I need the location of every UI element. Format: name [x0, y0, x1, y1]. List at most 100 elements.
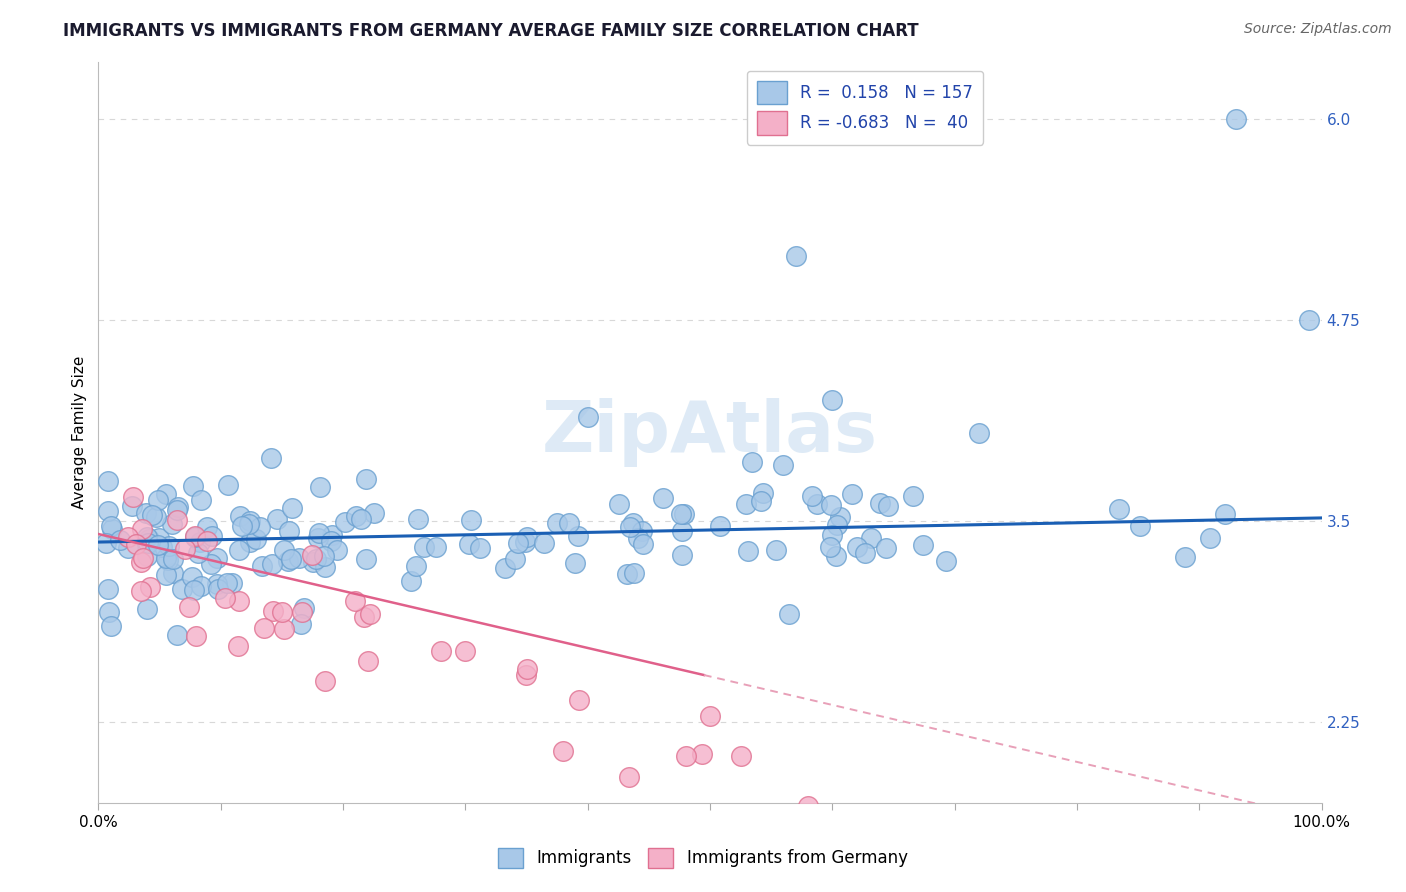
- Point: [166, 513, 188, 527]
- Point: [741, 455, 763, 469]
- Point: [231, 518, 253, 533]
- Point: [215, 576, 238, 591]
- Point: [576, 409, 599, 424]
- Legend: R =  0.158   N = 157, R = -0.683   N =  40: R = 0.158 N = 157, R = -0.683 N = 40: [747, 70, 983, 145]
- Point: [162, 517, 184, 532]
- Point: [245, 533, 267, 547]
- Text: Source: ZipAtlas.com: Source: ZipAtlas.com: [1244, 22, 1392, 37]
- Point: [354, 472, 377, 486]
- Point: [673, 508, 696, 522]
- Point: [228, 542, 250, 557]
- Point: [125, 537, 148, 551]
- Point: [291, 605, 314, 619]
- Point: [166, 503, 188, 517]
- Point: [228, 508, 250, 523]
- Point: [321, 528, 343, 542]
- Point: [187, 546, 209, 560]
- Point: [806, 497, 828, 511]
- Point: [430, 644, 453, 658]
- Point: [278, 524, 301, 539]
- Point: [155, 551, 177, 566]
- Point: [503, 552, 526, 566]
- Point: [903, 489, 925, 503]
- Point: [619, 520, 641, 534]
- Point: [458, 537, 481, 551]
- Point: [162, 552, 184, 566]
- Legend: Immigrants, Immigrants from Germany: Immigrants, Immigrants from Germany: [492, 841, 914, 875]
- Point: [145, 509, 167, 524]
- Point: [252, 558, 274, 573]
- Point: [228, 594, 250, 608]
- Point: [413, 540, 436, 554]
- Point: [307, 531, 329, 545]
- Point: [621, 516, 644, 530]
- Point: [363, 506, 385, 520]
- Point: [470, 541, 492, 555]
- Point: [195, 519, 218, 533]
- Point: [135, 530, 157, 544]
- Point: [627, 532, 650, 546]
- Point: [399, 574, 422, 588]
- Point: [97, 605, 120, 619]
- Point: [135, 549, 157, 563]
- Point: [558, 516, 581, 531]
- Point: [765, 542, 787, 557]
- Point: [869, 496, 891, 510]
- Point: [553, 744, 575, 758]
- Point: [616, 566, 638, 581]
- Point: [238, 517, 260, 532]
- Point: [737, 544, 759, 558]
- Point: [630, 524, 652, 539]
- Point: [778, 607, 800, 621]
- Point: [824, 549, 846, 564]
- Point: [607, 497, 630, 511]
- Point: [162, 566, 184, 581]
- Point: [97, 504, 120, 518]
- Y-axis label: Average Family Size: Average Family Size: [72, 356, 87, 509]
- Point: [156, 553, 179, 567]
- Point: [146, 493, 169, 508]
- Point: [772, 458, 794, 472]
- Point: [623, 566, 645, 580]
- Point: [911, 539, 934, 553]
- Point: [166, 500, 188, 515]
- Point: [181, 478, 204, 492]
- Point: [155, 486, 177, 500]
- Point: [359, 607, 381, 621]
- Point: [631, 537, 654, 551]
- Point: [117, 541, 139, 555]
- Point: [513, 535, 536, 549]
- Point: [181, 569, 204, 583]
- Point: [108, 533, 131, 548]
- Point: [190, 579, 212, 593]
- Point: [190, 492, 212, 507]
- Point: [173, 541, 195, 556]
- Point: [460, 513, 482, 527]
- Point: [830, 509, 852, 524]
- Point: [876, 499, 898, 513]
- Point: [425, 540, 447, 554]
- Point: [821, 528, 844, 542]
- Point: [207, 550, 229, 565]
- Point: [177, 600, 200, 615]
- Point: [752, 485, 775, 500]
- Point: [354, 552, 377, 566]
- Point: [195, 534, 218, 549]
- Point: [699, 709, 721, 723]
- Point: [967, 425, 990, 440]
- Point: [207, 582, 229, 596]
- Point: [801, 489, 824, 503]
- Point: [302, 555, 325, 569]
- Point: [172, 582, 194, 597]
- Point: [820, 499, 842, 513]
- Point: [305, 552, 328, 566]
- Point: [454, 644, 477, 658]
- Point: [183, 582, 205, 597]
- Point: [260, 450, 283, 465]
- Point: [853, 545, 876, 559]
- Point: [567, 529, 589, 543]
- Text: ZipAtlas: ZipAtlas: [543, 398, 877, 467]
- Point: [217, 478, 239, 492]
- Point: [301, 548, 323, 562]
- Point: [131, 522, 153, 536]
